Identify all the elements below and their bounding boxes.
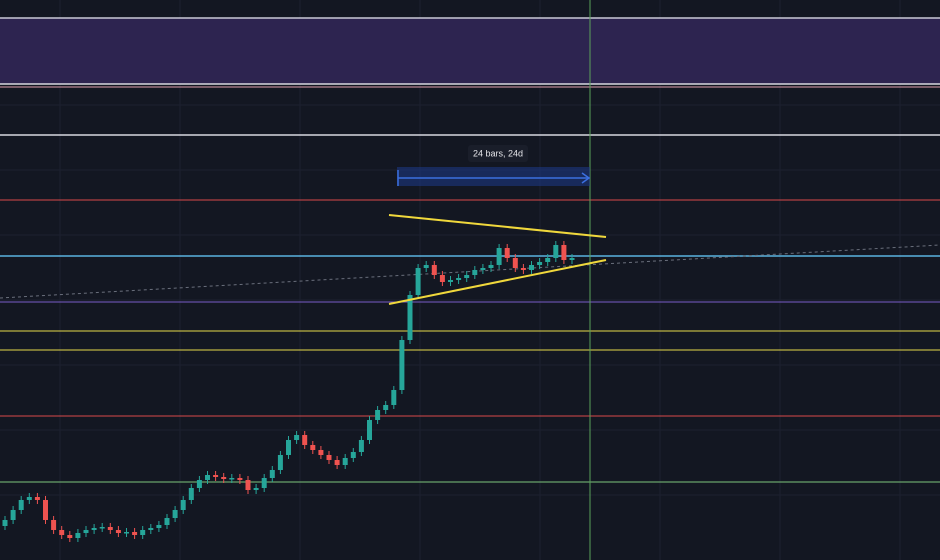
candle-body xyxy=(156,525,162,528)
candle-body xyxy=(334,460,340,465)
triangle-upper xyxy=(388,214,607,238)
candle-body xyxy=(415,268,421,295)
candle-body xyxy=(253,488,259,490)
candle-body xyxy=(269,470,275,478)
candle-body xyxy=(245,480,251,490)
candle-body xyxy=(350,452,356,458)
candle-body xyxy=(18,500,24,510)
candle-body xyxy=(399,340,405,390)
candle-body xyxy=(545,258,551,262)
candle-body xyxy=(107,527,113,530)
candle-body xyxy=(26,497,32,500)
candle-body xyxy=(529,265,534,270)
candle-body xyxy=(464,275,470,278)
candle-body xyxy=(310,445,316,450)
candle-body xyxy=(115,530,121,533)
candle-body xyxy=(480,268,486,270)
candle-body xyxy=(213,475,219,477)
candle-body xyxy=(59,530,65,535)
candle-body xyxy=(75,533,81,538)
measure-label-box xyxy=(468,145,528,162)
candle-body xyxy=(286,440,291,455)
candle-body xyxy=(261,478,267,488)
candle-body xyxy=(229,478,235,480)
arrow-head xyxy=(581,172,591,184)
candle-body xyxy=(140,530,146,535)
candle-body xyxy=(318,450,324,455)
candle-body xyxy=(277,455,283,470)
candle-body xyxy=(148,528,154,530)
candle-body xyxy=(294,435,300,440)
candle-body xyxy=(431,265,437,275)
candle-body xyxy=(67,535,73,538)
candle-body xyxy=(456,278,462,280)
candle-body xyxy=(188,488,194,500)
candle-body xyxy=(51,520,57,530)
candle-body xyxy=(2,520,8,526)
candles xyxy=(2,241,575,542)
candle-body xyxy=(221,477,227,479)
candle-body xyxy=(448,280,453,282)
candle-body xyxy=(512,258,518,268)
candle-body xyxy=(520,268,526,270)
candle-body xyxy=(391,390,397,405)
candle-body xyxy=(34,497,40,500)
measure-box xyxy=(397,167,590,186)
candle-body xyxy=(569,258,575,260)
candle-body xyxy=(83,530,89,533)
candle-body xyxy=(375,410,381,420)
candle-body xyxy=(172,510,178,518)
candle-body xyxy=(407,295,413,340)
trend-line xyxy=(0,244,940,299)
candle-body xyxy=(537,262,543,265)
candle-body xyxy=(553,245,559,258)
candle-body xyxy=(342,458,348,465)
candle-body xyxy=(472,270,478,275)
candle-body xyxy=(237,478,243,480)
candle-body xyxy=(91,528,97,530)
candle-body xyxy=(180,500,186,510)
candle-body xyxy=(358,440,364,452)
zone xyxy=(0,18,940,84)
candle-body xyxy=(488,265,494,268)
candle-body xyxy=(196,480,202,488)
candle-body xyxy=(43,500,48,520)
candle-body xyxy=(99,527,105,529)
candle-body xyxy=(326,455,332,460)
candle-body xyxy=(164,518,170,525)
candle-body xyxy=(302,435,308,445)
candle-body xyxy=(10,510,16,520)
candle-body xyxy=(423,265,429,268)
candle-body xyxy=(504,248,510,258)
candle-body xyxy=(383,405,389,410)
candle-body xyxy=(205,475,210,480)
candle-body xyxy=(367,420,372,440)
triangle-lower xyxy=(388,259,607,305)
candle-body xyxy=(439,275,445,282)
candle-body xyxy=(124,532,129,534)
candle-body xyxy=(561,245,567,260)
candle-body xyxy=(496,248,502,265)
candle-body xyxy=(132,532,138,535)
measure-label: 24 bars, 24d xyxy=(473,148,523,158)
